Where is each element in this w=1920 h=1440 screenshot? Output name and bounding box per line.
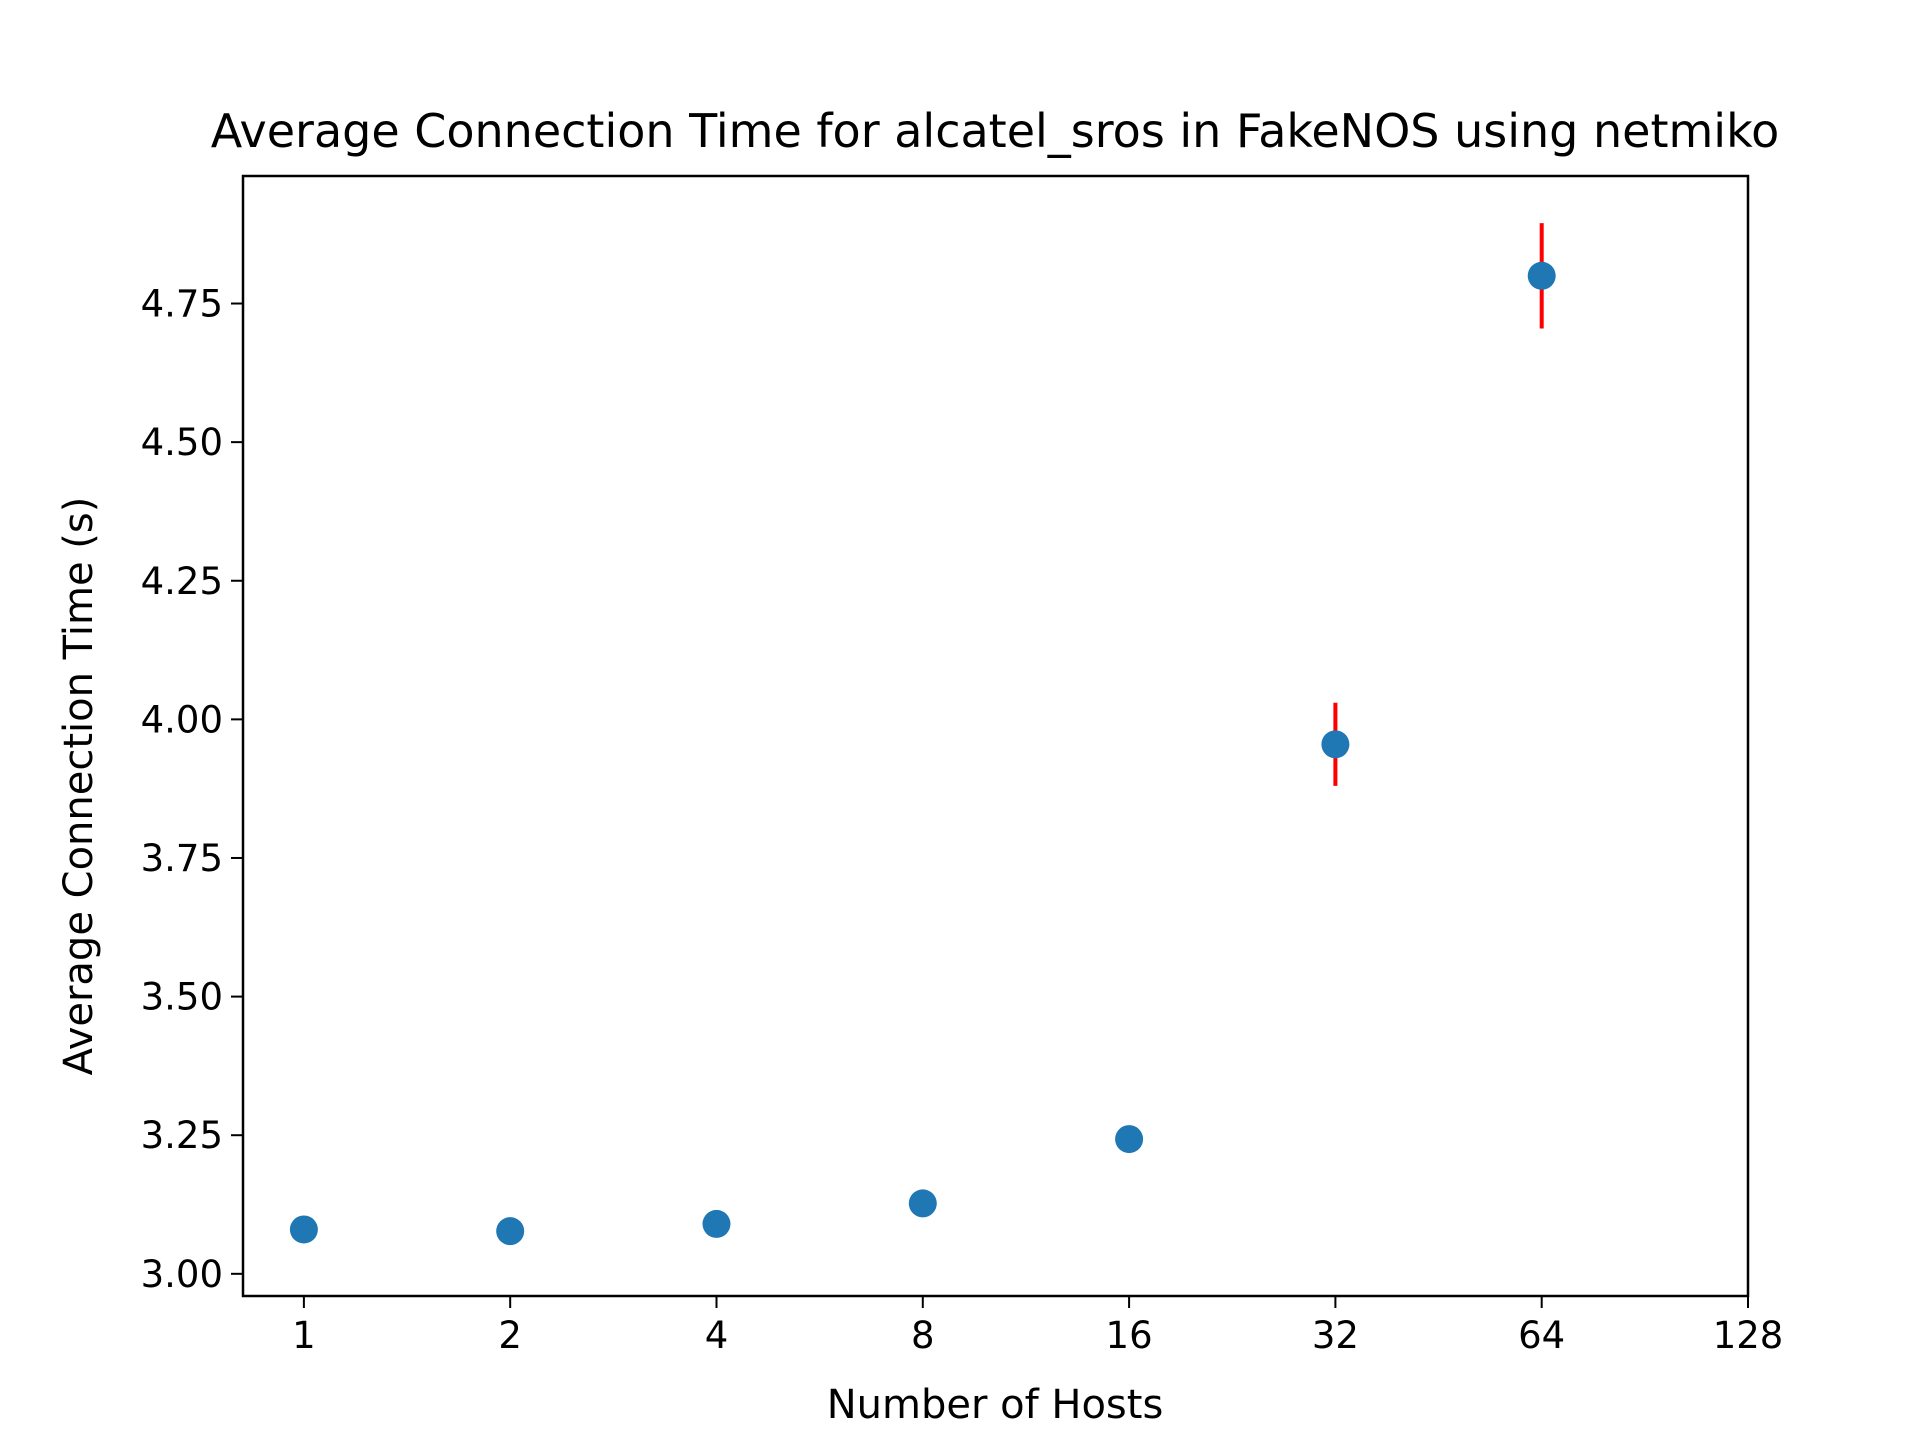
data-point [1527, 261, 1556, 290]
data-point [908, 1189, 937, 1218]
data-point [1321, 730, 1350, 759]
data-point [1115, 1125, 1144, 1154]
x-tick-label: 128 [1713, 1314, 1784, 1357]
y-axis-ticks: 3.00 3.25 3.50 3.75 4.00 4.25 4.50 4.75 [141, 283, 243, 1296]
data-point [496, 1217, 525, 1246]
x-tick-label: 16 [1106, 1314, 1153, 1357]
data-point [702, 1209, 731, 1238]
x-axis-ticks: 1 2 4 8 16 32 64 128 [292, 1296, 1783, 1357]
x-tick-label: 4 [705, 1314, 729, 1357]
data-point [289, 1215, 318, 1244]
x-tick-label: 64 [1518, 1314, 1565, 1357]
y-tick-label: 4.75 [141, 283, 223, 326]
x-tick-label: 8 [911, 1314, 935, 1357]
y-tick-label: 3.50 [141, 976, 223, 1019]
x-tick-label: 2 [498, 1314, 522, 1357]
chart-title: Average Connection Time for alcatel_sros… [211, 104, 1779, 158]
y-tick-label: 3.75 [141, 837, 223, 880]
y-tick-label: 3.00 [141, 1253, 223, 1296]
y-tick-label: 3.25 [141, 1114, 223, 1157]
y-tick-label: 4.25 [141, 560, 223, 603]
y-axis-label: Average Connection Time (s) [56, 497, 102, 1076]
y-tick-label: 4.50 [141, 421, 223, 464]
error-bars [301, 223, 1544, 1244]
x-tick-label: 32 [1312, 1314, 1359, 1357]
y-tick-label: 4.00 [141, 698, 223, 741]
x-axis-label: Number of Hosts [827, 1382, 1164, 1428]
plot-area-frame [241, 174, 1750, 1298]
x-tick-label: 1 [292, 1314, 316, 1357]
data-points [289, 261, 1556, 1246]
